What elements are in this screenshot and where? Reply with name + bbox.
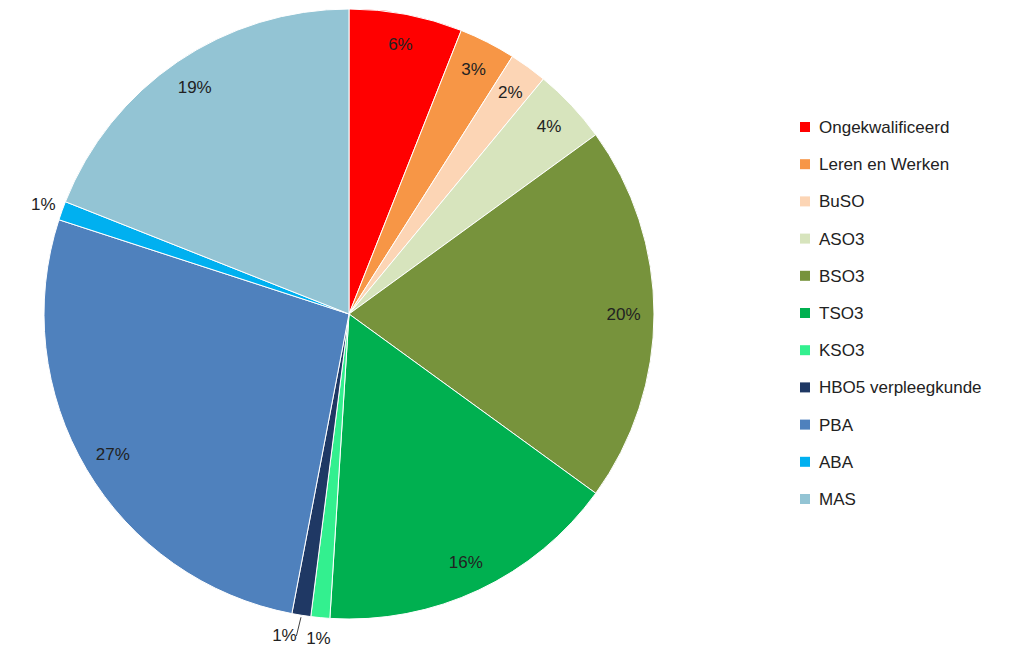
data-label: 2% <box>498 83 523 102</box>
legend-label: BSO3 <box>819 267 864 286</box>
legend-label: Ongekwalificeerd <box>819 118 949 137</box>
legend-swatch <box>800 457 810 467</box>
leader-line <box>296 617 301 636</box>
data-label: 1% <box>272 626 297 645</box>
legend-label: PBA <box>819 416 854 435</box>
legend-label: TSO3 <box>819 304 863 323</box>
data-label: 20% <box>606 305 640 324</box>
slice <box>65 9 349 314</box>
legend-label: Leren en Werken <box>819 155 949 174</box>
data-label: 1% <box>31 195 56 214</box>
legend-label: BuSO <box>819 192 864 211</box>
legend-swatch <box>800 159 810 169</box>
legend-swatch <box>800 271 810 281</box>
chart: 6% 3% 2% 4% 20% 16% 1% 1% 27% 1% 19% Ongekwalificee… <box>0 0 1024 658</box>
legend-swatch <box>800 382 810 392</box>
legend-label: KSO3 <box>819 341 864 360</box>
pie: 6% 3% 2% 4% 20% 16% 1% 1% 27% 1% 19% <box>31 9 654 648</box>
legend-label: ABA <box>819 453 854 472</box>
legend-swatch <box>800 345 810 355</box>
legend-swatch <box>800 122 810 132</box>
data-label: 16% <box>449 553 483 572</box>
data-label: 4% <box>537 117 562 136</box>
data-label: 19% <box>178 78 212 97</box>
data-label: 27% <box>96 445 130 464</box>
data-label: 6% <box>388 35 413 54</box>
legend-label: ASO3 <box>819 230 864 249</box>
legend-swatch <box>800 420 810 430</box>
data-label: 3% <box>461 60 486 79</box>
legend-swatch <box>800 234 810 244</box>
legend-label: MAS <box>819 490 856 509</box>
slice <box>330 314 596 619</box>
legend: Ongekwalificeerd Leren en Werken BuSO ASO3 B… <box>800 118 982 509</box>
legend-swatch <box>800 494 810 504</box>
legend-label: HBO5 verpleegkunde <box>819 378 982 397</box>
legend-swatch <box>800 196 810 206</box>
legend-swatch <box>800 308 810 318</box>
data-label: 1% <box>306 629 331 648</box>
